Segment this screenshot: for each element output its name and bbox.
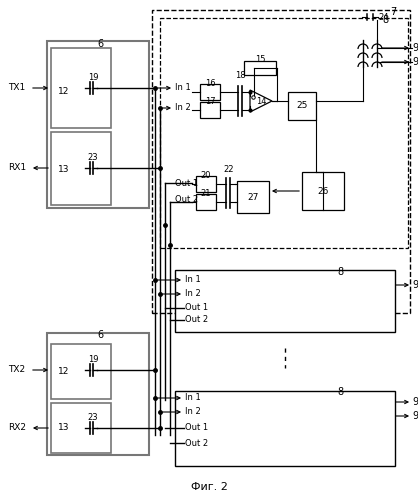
Text: Out 1: Out 1 (185, 304, 208, 312)
Text: TX2: TX2 (8, 366, 25, 374)
Bar (47, 333, 149, 455)
Bar (302, 172, 344, 210)
Text: 7: 7 (390, 7, 396, 17)
Text: 17: 17 (205, 98, 215, 106)
Text: 12: 12 (59, 368, 70, 376)
Text: Out 2: Out 2 (175, 196, 198, 204)
Text: 22: 22 (224, 166, 234, 174)
Text: 27: 27 (247, 192, 259, 202)
Text: Out 1: Out 1 (175, 178, 198, 188)
Text: Out 2: Out 2 (185, 438, 208, 448)
Text: 8: 8 (337, 267, 343, 277)
Text: In 2: In 2 (175, 104, 191, 112)
Bar (196, 176, 216, 192)
Text: 6: 6 (97, 330, 103, 340)
Bar (51, 403, 111, 453)
Bar (237, 181, 269, 213)
Text: In 2: In 2 (185, 290, 201, 298)
Text: 19: 19 (88, 72, 98, 82)
Text: RX1: RX1 (8, 164, 26, 172)
Bar (175, 270, 395, 332)
Text: In 1: In 1 (185, 394, 201, 402)
Text: 24: 24 (379, 12, 389, 22)
Text: 18: 18 (234, 72, 245, 80)
Bar (200, 84, 220, 100)
Text: 9: 9 (412, 280, 418, 290)
Bar (175, 391, 395, 466)
Text: 20: 20 (201, 172, 211, 180)
Text: 6: 6 (97, 39, 103, 49)
Polygon shape (250, 90, 272, 112)
Text: 15: 15 (255, 56, 265, 64)
Bar (160, 18, 408, 248)
Text: Out 2: Out 2 (185, 316, 208, 324)
Text: 16: 16 (205, 80, 215, 88)
Text: 25: 25 (296, 102, 308, 110)
Text: 9: 9 (412, 397, 418, 407)
Text: Out 1: Out 1 (185, 424, 208, 432)
Text: 21: 21 (201, 190, 211, 198)
Text: RX2: RX2 (8, 424, 26, 432)
Text: TX1: TX1 (8, 84, 25, 92)
Bar (51, 48, 111, 128)
Text: 9: 9 (412, 43, 418, 53)
Bar (244, 61, 276, 75)
Text: 23: 23 (88, 152, 98, 162)
Bar (288, 92, 316, 120)
Text: 8: 8 (382, 15, 388, 25)
Bar (51, 344, 111, 399)
Text: 13: 13 (58, 424, 70, 432)
Text: 26: 26 (317, 186, 329, 196)
Text: 12: 12 (59, 86, 70, 96)
Text: Фиг. 2: Фиг. 2 (191, 482, 227, 492)
Bar (51, 132, 111, 205)
Text: 14: 14 (256, 96, 266, 106)
Bar (200, 102, 220, 118)
Text: In 1: In 1 (185, 276, 201, 284)
Bar (196, 194, 216, 210)
Text: 9: 9 (412, 411, 418, 421)
Text: 13: 13 (58, 164, 70, 173)
Bar (152, 10, 410, 313)
Text: 8: 8 (337, 387, 343, 397)
Text: In 2: In 2 (185, 408, 201, 416)
Bar (47, 41, 149, 208)
Text: 9: 9 (412, 57, 418, 67)
Text: 23: 23 (88, 412, 98, 422)
Text: 19: 19 (88, 354, 98, 364)
Text: In 1: In 1 (175, 84, 191, 92)
